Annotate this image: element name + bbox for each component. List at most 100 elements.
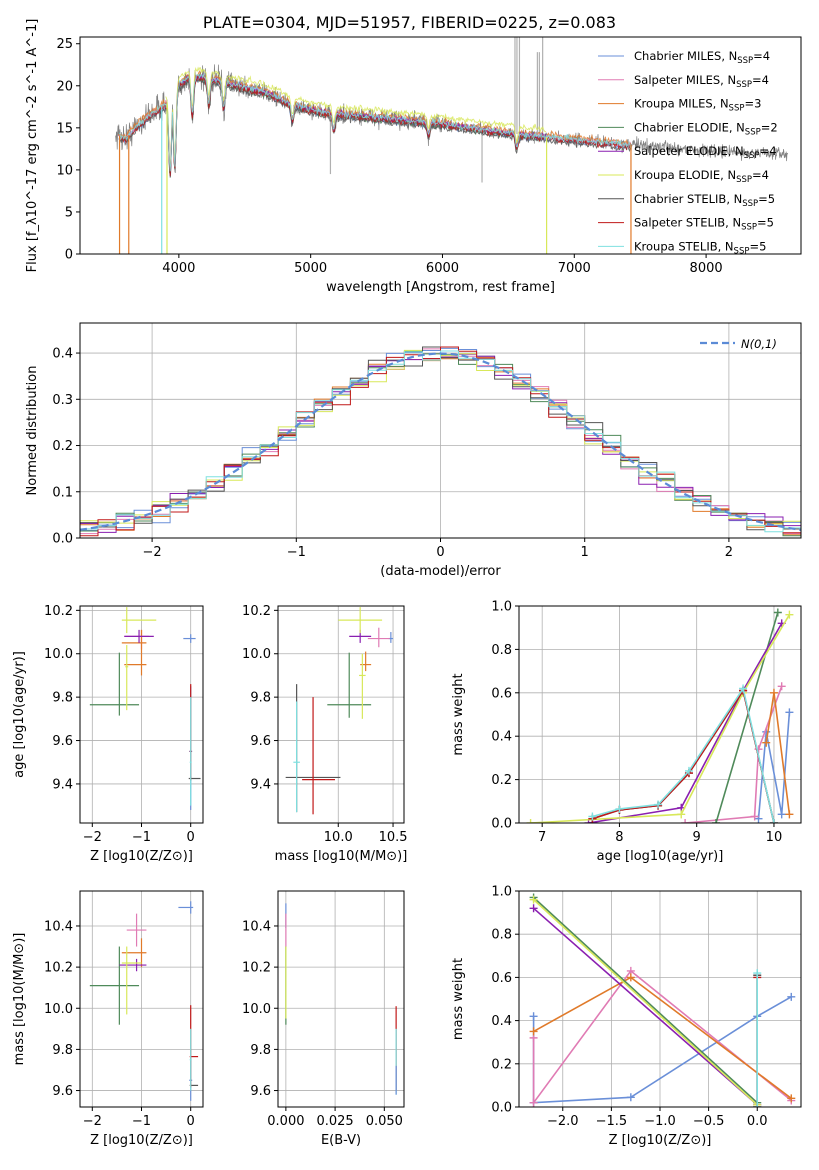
x-tick-label: 8000 bbox=[690, 261, 723, 276]
y-tick-label: 0.6 bbox=[491, 686, 512, 701]
mass-weight-marker bbox=[785, 708, 794, 717]
mass-weight-marker bbox=[529, 1027, 538, 1036]
model-spectrum-chabrier_stelib bbox=[119, 78, 631, 178]
y-tick-label: 0.0 bbox=[52, 532, 73, 547]
y-tick-label: 9.6 bbox=[250, 734, 271, 749]
mass-weight-marker bbox=[753, 969, 762, 978]
mass-weight-line-kroupa_elodie bbox=[530, 614, 791, 823]
y-tick-label: 15 bbox=[56, 121, 73, 136]
legend-entry: Salpeter ELODIE, NSSP=4 bbox=[634, 144, 777, 161]
y-tick-label: 0.2 bbox=[52, 439, 73, 454]
y-tick-label: 0.0 bbox=[491, 1101, 512, 1116]
y-tick-label: 0.2 bbox=[491, 1057, 512, 1072]
y-tick-label: 9.8 bbox=[52, 691, 73, 706]
y-axis-label: mass [log10(M/M⊙)] bbox=[12, 933, 27, 1066]
y-tick-label: 0.4 bbox=[52, 347, 73, 362]
x-tick-label: 0 bbox=[187, 1114, 195, 1129]
y-tick-label: 10.0 bbox=[242, 647, 271, 662]
legend-entry: Kroupa MILES, NSSP=3 bbox=[634, 97, 761, 114]
mass-weight-marker bbox=[529, 1098, 538, 1107]
x-tick-label: 6000 bbox=[426, 261, 459, 276]
mass-weight-marker bbox=[785, 810, 794, 819]
mass-weight-marker bbox=[684, 766, 693, 775]
y-tick-label: 1.0 bbox=[491, 600, 512, 615]
mass-weight-line-salpeter_miles bbox=[532, 969, 792, 1106]
y-tick-label: 10.0 bbox=[242, 1002, 271, 1017]
x-axis-label: Z [log10(Z/Z⊙)] bbox=[609, 1133, 712, 1148]
y-tick-label: 0.4 bbox=[491, 730, 512, 745]
x-tick-label: 10 bbox=[766, 830, 783, 845]
axes-frame bbox=[518, 605, 802, 824]
x-tick-label: −2 bbox=[83, 830, 102, 845]
y-tick-label: 10.2 bbox=[44, 961, 73, 976]
x-tick-label: 4000 bbox=[162, 261, 195, 276]
y-tick-label: 10.0 bbox=[44, 647, 73, 662]
panel-spectrum: Chabrier MILES, NSSP=4 Salpeter MILES, NS… bbox=[25, 19, 802, 295]
mass-weight-marker bbox=[769, 688, 778, 697]
x-tick-label: −2 bbox=[83, 1114, 102, 1129]
mass-weight-line-salpeter_elodie bbox=[588, 623, 783, 823]
y-axis-label: age [log10(age/yr)] bbox=[12, 651, 27, 778]
mass-weight-marker bbox=[773, 608, 782, 617]
x-tick-label: 0.025 bbox=[316, 1114, 353, 1129]
mass-weight-marker bbox=[787, 1094, 796, 1103]
legend: Chabrier MILES, NSSP=4 Salpeter MILES, NS… bbox=[598, 49, 778, 256]
mass-weight-line-kroupa_elodie bbox=[533, 899, 758, 1106]
y-tick-label: 9.6 bbox=[52, 1084, 73, 1099]
mass-weight-marker bbox=[754, 745, 763, 754]
x-tick-label: 10.0 bbox=[324, 830, 353, 845]
x-tick-label: −1 bbox=[287, 545, 306, 560]
y-tick-label: 25 bbox=[56, 37, 73, 52]
y-tick-label: 10.2 bbox=[242, 604, 271, 619]
x-tick-label: −0.5 bbox=[693, 1114, 725, 1129]
mass-weight-marker bbox=[777, 810, 786, 819]
legend-entry: Kroupa ELODIE, NSSP=4 bbox=[634, 168, 769, 185]
x-tick-label: 8 bbox=[615, 830, 623, 845]
y-axis-label: Flux [f_λ10^-17 erg cm^-2 s^-1 A^-1] bbox=[25, 19, 40, 273]
legend-entry: Salpeter MILES, NSSP=4 bbox=[634, 73, 769, 90]
y-tick-label: 0.4 bbox=[491, 1014, 512, 1029]
x-tick-label: 0.0 bbox=[747, 1114, 768, 1129]
mass-weight-marker bbox=[526, 819, 535, 823]
y-tick-label: 0.8 bbox=[491, 643, 512, 658]
y-axis-label: mass weight bbox=[451, 958, 466, 1040]
mass-weight-marker bbox=[529, 904, 538, 913]
mass-weight-marker bbox=[787, 992, 796, 1001]
x-tick-label: 0 bbox=[436, 545, 444, 560]
y-tick-label: 10 bbox=[56, 163, 73, 178]
panel-residuals: N(0,1) −2 −1 0 1 2 0.0 0.1 0.2 0.3 0.4 (data-model)… bbox=[25, 322, 802, 579]
axes-frame bbox=[277, 890, 405, 1108]
x-tick-label: 5000 bbox=[294, 261, 327, 276]
y-tick-label: 0.3 bbox=[52, 393, 73, 408]
mass-weight-marker bbox=[529, 1012, 538, 1021]
x-axis-label: wavelength [Angstrom, rest frame] bbox=[326, 280, 555, 295]
plot-area bbox=[89, 901, 199, 1101]
plot-area bbox=[285, 607, 394, 815]
model-spectrum-salpeter_elodie bbox=[165, 74, 547, 175]
plot-area bbox=[89, 607, 201, 810]
y-tick-label: 0 bbox=[65, 248, 73, 263]
legend-entry: N(0,1) bbox=[741, 337, 777, 351]
panel-mass_weight_vs_age: 7 8 9 10 0.0 0.2 0.4 0.6 0.8 1.0 age [log10(age/yr… bbox=[451, 600, 802, 864]
x-tick-label: 0.050 bbox=[366, 1114, 403, 1129]
model-spectrum-kroupa_elodie bbox=[165, 66, 547, 169]
y-tick-label: 10.4 bbox=[242, 919, 271, 934]
mass-weight-marker bbox=[615, 804, 624, 813]
chart-title: PLATE=0304, MJD=51957, FIBERID=0225, z=0… bbox=[203, 13, 616, 32]
x-axis-label: (data-model)/error bbox=[380, 564, 501, 579]
mass-weight-marker bbox=[681, 819, 690, 823]
normal-curve bbox=[80, 352, 801, 531]
axes-frame bbox=[277, 605, 405, 824]
y-tick-label: 10.2 bbox=[242, 961, 271, 976]
y-tick-label: 0.1 bbox=[52, 485, 73, 500]
model-spectrum-chabrier_elodie bbox=[165, 75, 547, 175]
y-tick-label: 0.6 bbox=[491, 971, 512, 986]
x-tick-label: −1.0 bbox=[644, 1114, 676, 1129]
plot-area bbox=[80, 346, 801, 538]
x-tick-label: −1 bbox=[132, 830, 151, 845]
x-tick-label: 0.000 bbox=[267, 1114, 304, 1129]
legend-entry: Chabrier ELODIE, NSSP=2 bbox=[634, 120, 778, 137]
y-tick-label: 9.6 bbox=[250, 1084, 271, 1099]
x-tick-label: 7000 bbox=[558, 261, 591, 276]
x-axis-label: Z [log10(Z/Z⊙)] bbox=[90, 849, 193, 864]
